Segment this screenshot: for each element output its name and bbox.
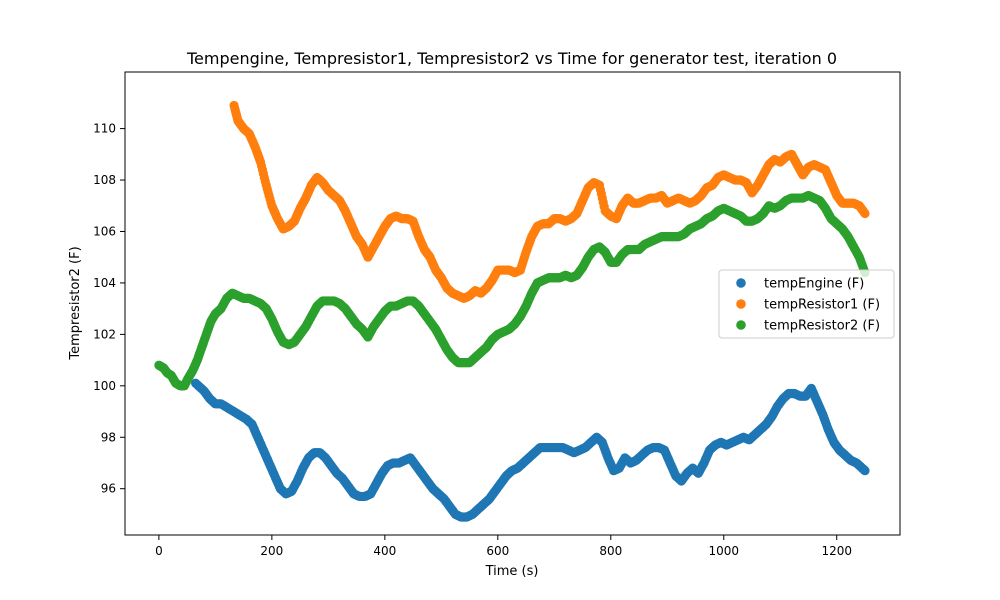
x-tick-label: 1000: [708, 544, 739, 558]
x-tick-label: 200: [260, 544, 283, 558]
legend: tempEngine (F) tempResistor1 (F) tempResis…: [718, 269, 895, 339]
x-axis-ticks: 0 200 400 600 800 1000 1200: [155, 535, 852, 558]
plot-frame: [124, 71, 901, 536]
data-point: [860, 208, 870, 219]
legend-marker: [736, 278, 746, 288]
x-tick-label: 400: [373, 544, 396, 558]
legend-box: [718, 269, 895, 339]
chart-title: Tempengine, Tempresistor1, Tempresistor2…: [186, 49, 837, 68]
y-tick-label: 108: [93, 173, 116, 187]
series-2-points: [229, 100, 870, 303]
y-tick-label: 96: [101, 482, 116, 496]
x-tick-label: 600: [486, 544, 509, 558]
x-tick-label: 800: [599, 544, 622, 558]
y-tick-label: 106: [93, 224, 116, 238]
legend-marker: [736, 320, 746, 330]
legend-label: tempEngine (F): [764, 277, 864, 292]
y-tick-label: 102: [93, 327, 116, 341]
legend-items: tempEngine (F) tempResistor1 (F) tempResis…: [736, 277, 880, 334]
plot-area: [154, 100, 870, 522]
y-tick-label: 110: [93, 122, 116, 136]
series-3-points: [154, 190, 870, 391]
legend-label: tempResistor1 (F): [764, 298, 880, 313]
x-tick-label: 0: [155, 544, 163, 558]
y-axis-label: Tempresistor2 (F): [68, 246, 83, 360]
y-tick-label: 98: [101, 430, 116, 444]
y-axis-ticks: 96 98 100 102 104 106 108 110: [93, 122, 125, 496]
series-1-points: [191, 378, 870, 522]
x-axis-label: Time (s): [485, 564, 539, 579]
series-layer: [154, 100, 870, 522]
y-tick-label: 104: [93, 276, 116, 290]
x-tick-label: 1200: [821, 544, 852, 558]
y-tick-label: 100: [93, 379, 116, 393]
legend-label: tempResistor2 (F): [764, 319, 880, 334]
data-point: [860, 466, 870, 476]
legend-marker: [736, 299, 746, 309]
